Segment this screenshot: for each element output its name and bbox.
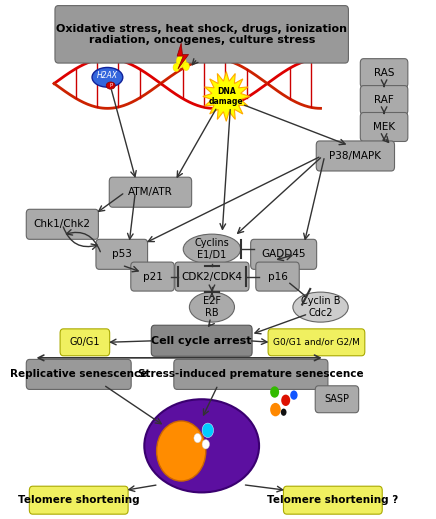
Ellipse shape: [173, 63, 180, 72]
Text: p16: p16: [268, 271, 287, 282]
FancyBboxPatch shape: [26, 209, 99, 239]
Text: RAF: RAF: [374, 95, 394, 105]
Text: P: P: [109, 83, 112, 88]
FancyBboxPatch shape: [175, 262, 249, 291]
Ellipse shape: [290, 390, 298, 400]
Text: G0/G1: G0/G1: [70, 337, 100, 347]
Text: H2AX: H2AX: [97, 71, 118, 80]
Ellipse shape: [92, 67, 123, 87]
FancyBboxPatch shape: [315, 386, 359, 413]
Text: G0/G1 and/or G2/M: G0/G1 and/or G2/M: [273, 338, 360, 347]
Text: Oxidative stress, heat shock, drugs, ionization
radiation, oncogenes, culture st: Oxidative stress, heat shock, drugs, ion…: [56, 23, 347, 45]
Polygon shape: [177, 43, 189, 69]
FancyBboxPatch shape: [256, 262, 299, 291]
Text: MEK: MEK: [373, 122, 395, 132]
Text: DNA
damage: DNA damage: [209, 87, 244, 106]
Polygon shape: [203, 72, 250, 121]
Ellipse shape: [194, 433, 201, 443]
Text: Chk1/Chk2: Chk1/Chk2: [34, 220, 91, 229]
Ellipse shape: [281, 394, 290, 406]
FancyBboxPatch shape: [360, 59, 408, 88]
FancyBboxPatch shape: [360, 86, 408, 115]
FancyBboxPatch shape: [109, 177, 192, 207]
Text: SASP: SASP: [324, 394, 349, 404]
Text: p53: p53: [112, 249, 132, 260]
Text: RAS: RAS: [374, 68, 394, 78]
Ellipse shape: [144, 399, 259, 493]
FancyBboxPatch shape: [96, 239, 148, 269]
FancyBboxPatch shape: [283, 486, 382, 514]
Text: Stress-induced premature senescence: Stress-induced premature senescence: [138, 370, 364, 379]
Ellipse shape: [157, 421, 206, 481]
Text: E2F
RB: E2F RB: [203, 296, 221, 318]
Text: P38/MAPK: P38/MAPK: [329, 151, 382, 161]
Ellipse shape: [281, 408, 286, 416]
Text: CDK2/CDK4: CDK2/CDK4: [181, 271, 242, 282]
Text: Replicative senescence: Replicative senescence: [10, 370, 147, 379]
FancyBboxPatch shape: [174, 359, 328, 389]
Ellipse shape: [202, 440, 209, 449]
FancyBboxPatch shape: [268, 329, 365, 356]
Text: Cell cycle arrest: Cell cycle arrest: [151, 336, 252, 346]
FancyBboxPatch shape: [251, 239, 317, 269]
Ellipse shape: [183, 234, 241, 264]
Text: GADD45: GADD45: [262, 249, 306, 260]
Text: Telomere shortening: Telomere shortening: [18, 495, 140, 505]
Ellipse shape: [293, 292, 348, 322]
FancyBboxPatch shape: [55, 6, 348, 63]
Ellipse shape: [270, 386, 279, 398]
Ellipse shape: [270, 403, 281, 416]
Text: Cyclin B
Cdc2: Cyclin B Cdc2: [301, 296, 340, 318]
Ellipse shape: [106, 82, 115, 89]
Ellipse shape: [183, 62, 189, 71]
Text: Cyclins
E1/D1: Cyclins E1/D1: [194, 238, 229, 260]
FancyBboxPatch shape: [151, 325, 252, 356]
Ellipse shape: [202, 423, 214, 438]
Ellipse shape: [176, 55, 186, 67]
Text: Telomere shortening ?: Telomere shortening ?: [267, 495, 399, 505]
Text: ATM/ATR: ATM/ATR: [128, 187, 173, 197]
FancyBboxPatch shape: [360, 113, 408, 142]
FancyBboxPatch shape: [316, 141, 395, 171]
FancyBboxPatch shape: [29, 486, 128, 514]
FancyBboxPatch shape: [26, 359, 131, 389]
FancyBboxPatch shape: [131, 262, 174, 291]
Ellipse shape: [189, 292, 235, 322]
Text: p21: p21: [143, 271, 163, 282]
FancyBboxPatch shape: [60, 329, 110, 356]
